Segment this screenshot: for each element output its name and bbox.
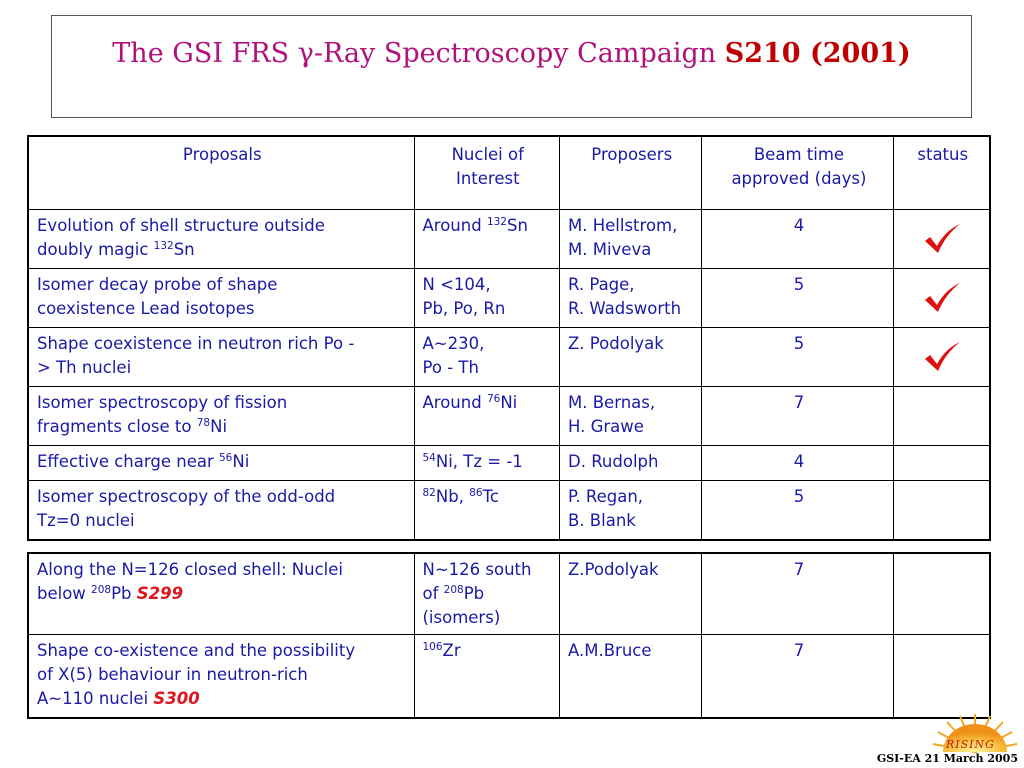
proposers-cell: D. Rudolph [558,445,703,481]
table-row: Isomer spectroscopy of fission fragments … [27,386,991,446]
experiment-code: S299 [136,584,184,603]
proposal-cell: Isomer decay probe of shape coexistence L… [27,268,415,328]
beam-days-cell: 7 [701,552,895,635]
proposers-cell: M. Hellstrom, M. Miveva [558,209,703,269]
status-cell [893,209,991,269]
proposals-table: Proposals Nuclei of Interest Proposers Be… [27,135,991,541]
beam-days-cell: 4 [701,445,895,481]
proposers-cell: Z.Podolyak [558,552,703,635]
header-beam-time: Beam time approved (days) [701,135,895,210]
beam-days-cell: 7 [701,386,895,446]
table-row: Isomer spectroscopy of the odd-odd Tz=0 n… [27,480,991,541]
status-cell [893,327,991,387]
table-row: Shape coexistence in neutron rich Po - > … [27,327,991,387]
proposal-cell: Along the N=126 closed shell: Nuclei belo… [27,552,415,635]
title-experiment-code: S210 (2001) [724,38,911,69]
footer-date: GSI-EA 21 March 2005 [876,752,1018,765]
checkmark-icon [924,342,960,371]
nuclei-cell: 54Ni, Tz = -1 [413,445,560,481]
beam-days-cell: 4 [701,209,895,269]
proposal-cell: Shape coexistence in neutron rich Po - > … [27,327,415,387]
beam-days-cell: 5 [701,480,895,541]
header-nuclei: Nuclei of Interest [413,135,560,210]
table-row: Along the N=126 closed shell: Nuclei belo… [27,552,991,635]
checkmark-icon [924,224,960,253]
header-proposers: Proposers [558,135,703,210]
checkmark-icon [924,283,960,312]
proposers-cell: Z. Podolyak [558,327,703,387]
logo-text: RISING [946,738,995,751]
proposal-cell: Evolution of shell structure outside doub… [27,209,415,269]
slide-title: The GSI FRS γ-Ray Spectroscopy Campaign … [52,38,971,69]
extension-table: Along the N=126 closed shell: Nuclei belo… [27,552,991,719]
status-cell [893,268,991,328]
header-status: status [893,135,991,210]
proposal-cell: Isomer spectroscopy of fission fragments … [27,386,415,446]
nuclei-cell: Around 76Ni [413,386,560,446]
header-proposals: Proposals [27,135,415,210]
table-row: Isomer decay probe of shape coexistence L… [27,268,991,328]
nuclei-cell: Around 132Sn [413,209,560,269]
title-box: The GSI FRS γ-Ray Spectroscopy Campaign … [51,15,972,118]
beam-days-cell: 5 [701,327,895,387]
experiment-code: S300 [153,689,200,708]
nuclei-cell: A~230, Po - Th [413,327,560,387]
beam-days-cell: 7 [701,634,895,719]
proposers-cell: P. Regan, B. Blank [558,480,703,541]
proposal-cell: Shape co-existence and the possibility of… [27,634,415,719]
proposers-cell: M. Bernas, H. Grawe [558,386,703,446]
title-main: The GSI FRS γ-Ray Spectroscopy Campaign [112,38,725,69]
table-row: Shape co-existence and the possibility of… [27,634,991,719]
nuclei-cell: 106Zr [413,634,560,719]
table-row: Evolution of shell structure outside doub… [27,209,991,269]
proposers-cell: A.M.Bruce [558,634,703,719]
nuclei-cell: N~126 south of 208Pb (isomers) [413,552,560,635]
nuclei-cell: 82Nb, 86Tc [413,480,560,541]
rising-sun-logo-icon [932,714,1018,753]
status-cell [893,634,991,719]
proposal-cell: Isomer spectroscopy of the odd-odd Tz=0 n… [27,480,415,541]
status-cell [893,445,991,481]
status-cell [893,552,991,635]
nuclei-cell: N <104, Pb, Po, Rn [413,268,560,328]
header-row: Proposals Nuclei of Interest Proposers Be… [27,135,991,210]
proposers-cell: R. Page, R. Wadsworth [558,268,703,328]
proposal-cell: Effective charge near 56Ni [27,445,415,481]
beam-days-cell: 5 [701,268,895,328]
status-cell [893,386,991,446]
table-row: Effective charge near 56Ni 54Ni, Tz = -1… [27,445,991,481]
status-cell [893,480,991,541]
